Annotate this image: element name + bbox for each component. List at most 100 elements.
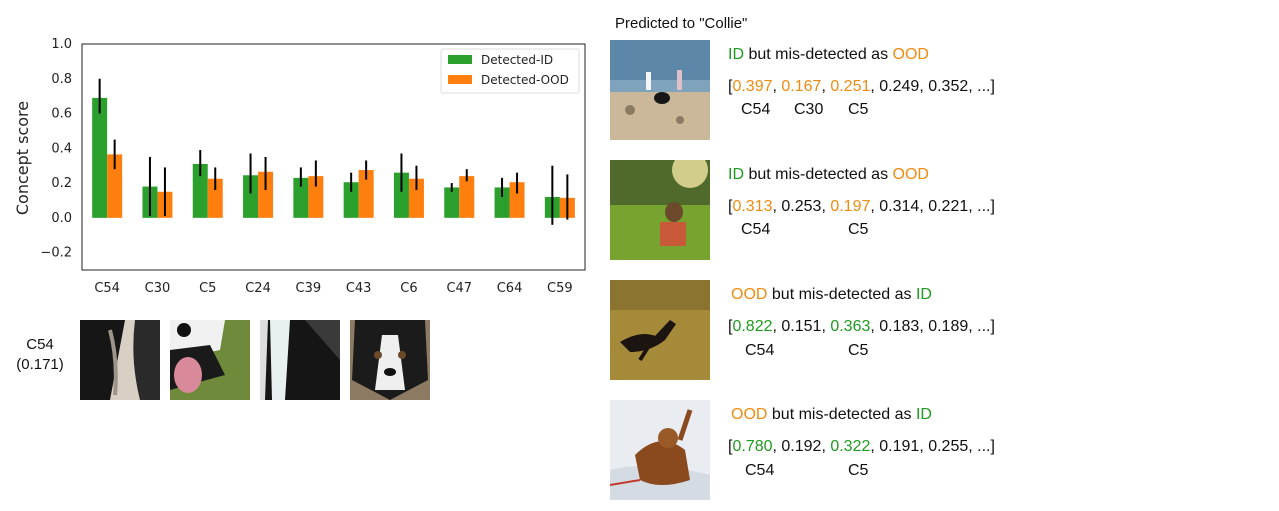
bar-ood-C47 xyxy=(459,176,475,218)
example-status: ID but mis-detected as OOD xyxy=(728,46,929,64)
score-value: 0.363 xyxy=(830,318,871,335)
concept-example-label: C54 (0.171) xyxy=(0,335,80,375)
bar-ood-C64 xyxy=(509,182,525,218)
x-tick-label: C47 xyxy=(446,281,472,296)
y-axis-label: Concept score xyxy=(13,101,32,215)
border-collie-face-patch xyxy=(350,320,430,400)
concept-id: C30 xyxy=(794,101,824,118)
score-value: 0.314 xyxy=(879,198,920,215)
x-tick-label: C54 xyxy=(94,281,120,296)
legend: Detected-ID Detected-OOD xyxy=(440,48,580,94)
concept-scores: [0.397, 0.167, 0.251, 0.249, 0.352, ...] xyxy=(728,78,995,95)
y-tick-label: 0.8 xyxy=(51,72,72,87)
true-label: ID xyxy=(728,46,744,63)
score-value: 0.255 xyxy=(928,438,969,455)
concept-scores: [0.313, 0.253, 0.197, 0.314, 0.221, ...] xyxy=(728,198,995,215)
concept-id: C5 xyxy=(848,462,869,479)
detected-label: OOD xyxy=(892,46,929,63)
dog-leaping-field-photo xyxy=(610,280,710,380)
bar-ood-C54 xyxy=(107,154,123,218)
x-tick-label: C39 xyxy=(296,281,322,296)
concept-id: C54 xyxy=(745,342,775,359)
score-value: 0.191 xyxy=(879,438,920,455)
bar-id-C47 xyxy=(444,187,460,218)
concept-id: C5 xyxy=(848,342,869,359)
concept-score: (0.171) xyxy=(16,356,64,373)
detected-label: OOD xyxy=(892,166,929,183)
border-collie-neck-patch xyxy=(260,320,340,400)
concept-scores: [0.822, 0.151, 0.363, 0.183, 0.189, ...] xyxy=(728,318,995,335)
score-value: 0.183 xyxy=(879,318,920,335)
concept-id: C5 xyxy=(848,101,869,118)
bar-id-C39 xyxy=(293,177,309,218)
score-value: 0.253 xyxy=(781,198,822,215)
score-value: 0.397 xyxy=(732,78,773,95)
dog-in-grass-photo xyxy=(610,160,710,260)
concept-score-bar-chart: −0.2 0.0 0.2 0.4 0.6 0.8 1.0 C54 C30 C5 C24 C39 C43… xyxy=(13,37,586,296)
plot-frame xyxy=(81,43,586,271)
legend-label-id: Detected-ID xyxy=(481,53,553,67)
example-status: OOD but mis-detected as ID xyxy=(731,406,932,424)
concept-id: C5 xyxy=(848,221,869,238)
legend-label-ood: Detected-OOD xyxy=(481,73,569,87)
bar-ood-C43 xyxy=(358,170,374,218)
status-connector: but mis-detected as xyxy=(744,46,893,63)
score-value: 0.167 xyxy=(781,78,822,95)
x-tick-label: C6 xyxy=(400,281,417,296)
y-tick-label: 0.2 xyxy=(51,176,72,191)
y-tick-label: 0.6 xyxy=(51,107,72,122)
score-value: 0.822 xyxy=(732,318,773,335)
x-tick-label: C5 xyxy=(199,281,216,296)
bar-ood-C24 xyxy=(258,171,274,218)
score-value: 0.249 xyxy=(879,78,920,95)
score-value: 0.221 xyxy=(928,198,969,215)
score-value: 0.251 xyxy=(830,78,871,95)
example-status: OOD but mis-detected as ID xyxy=(731,286,932,304)
y-tick-label: −0.2 xyxy=(40,246,72,261)
score-value: 0.197 xyxy=(830,198,871,215)
concept-id: C54 xyxy=(745,462,775,479)
y-tick-label: 0.4 xyxy=(51,141,72,156)
x-tick-label: C59 xyxy=(547,281,573,296)
error-bars-group xyxy=(98,78,569,225)
true-label: OOD xyxy=(731,406,768,423)
score-value: 0.313 xyxy=(732,198,773,215)
border-collie-mouth-patch xyxy=(170,320,250,400)
status-connector: but mis-detected as xyxy=(767,406,916,423)
status-connector: but mis-detected as xyxy=(767,286,916,303)
legend-swatch-id xyxy=(448,55,472,64)
bar-id-C24 xyxy=(243,175,259,218)
x-tick-label: C30 xyxy=(145,281,171,296)
dog-in-snow-photo xyxy=(610,400,710,500)
score-value: 0.151 xyxy=(781,318,822,335)
y-tick-label: 0.0 xyxy=(51,211,72,226)
x-tick-label: C43 xyxy=(346,281,372,296)
example-status: ID but mis-detected as OOD xyxy=(728,166,929,184)
legend-swatch-ood xyxy=(448,75,472,84)
detected-label: ID xyxy=(915,406,932,423)
score-value: 0.780 xyxy=(732,438,773,455)
bar-ood-C5 xyxy=(207,178,223,218)
status-connector: but mis-detected as xyxy=(744,166,893,183)
x-ticks: C54 C30 C5 C24 C39 C43 C6 C47 C64 C59 xyxy=(94,281,572,296)
dog-on-beach-photo xyxy=(610,40,710,140)
panel-title: Predicted to "Collie" xyxy=(615,15,748,32)
bar-id-C5 xyxy=(192,163,208,218)
score-value: 0.192 xyxy=(781,438,822,455)
bar-ood-C6 xyxy=(408,178,424,218)
bar-id-C43 xyxy=(343,182,359,218)
score-value: 0.352 xyxy=(928,78,969,95)
concept-id: C54 xyxy=(26,336,54,353)
y-tick-label: 1.0 xyxy=(51,37,72,52)
y-ticks: −0.2 0.0 0.2 0.4 0.6 0.8 1.0 xyxy=(40,37,72,261)
concept-scores: [0.780, 0.192, 0.322, 0.191, 0.255, ...] xyxy=(728,438,995,455)
score-value: 0.322 xyxy=(830,438,871,455)
true-label: OOD xyxy=(731,286,768,303)
bar-id-C54 xyxy=(92,97,108,218)
x-tick-label: C64 xyxy=(497,281,523,296)
concept-id: C54 xyxy=(741,101,771,118)
true-label: ID xyxy=(728,166,744,183)
detected-label: ID xyxy=(915,286,932,303)
score-value: 0.189 xyxy=(928,318,969,335)
x-tick-label: C24 xyxy=(245,281,271,296)
